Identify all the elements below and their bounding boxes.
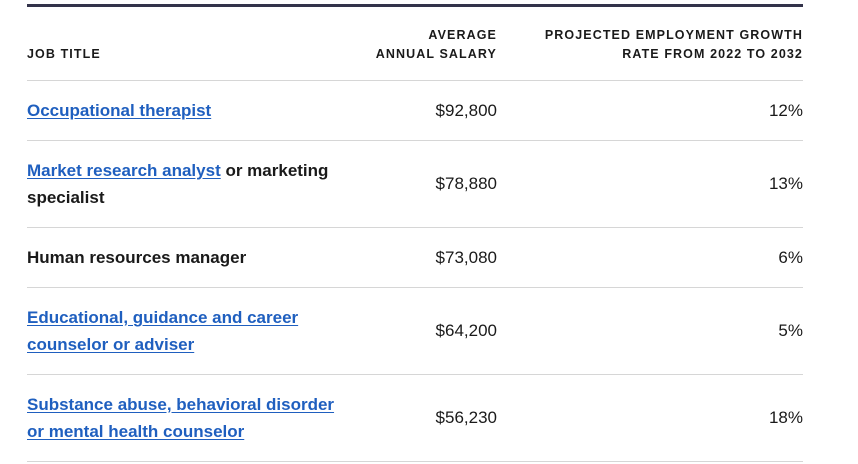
table-row: Substance abuse, behavioral disorder or … xyxy=(27,375,803,462)
table-header-row: JOB TITLE AVERAGE ANNUAL SALARY PROJECTE… xyxy=(27,7,803,81)
salary-cell: $64,200 xyxy=(435,321,497,340)
job-title-link[interactable]: Substance abuse, behavioral disorder or … xyxy=(27,395,335,441)
table-top-rule xyxy=(27,4,803,7)
salary-cell: $92,800 xyxy=(435,100,497,120)
job-title-text: Human resources manager xyxy=(27,248,247,267)
header-salary-line1: AVERAGE xyxy=(428,28,497,42)
growth-cell: 5% xyxy=(778,321,803,340)
salary-cell: $73,080 xyxy=(435,247,497,267)
table-row: Occupational therapist $92,800 12% xyxy=(27,81,803,141)
job-title-link[interactable]: Educational, guidance and career counsel… xyxy=(27,308,299,354)
header-growth-line2: RATE FROM 2022 TO 2032 xyxy=(622,47,803,61)
job-title-cell: Human resources manager xyxy=(27,244,357,271)
header-job-title: JOB TITLE xyxy=(27,47,101,61)
table-row: Human resources manager $73,080 6% xyxy=(27,228,803,288)
header-salary-line2: ANNUAL SALARY xyxy=(375,47,497,61)
growth-cell: 6% xyxy=(778,247,803,267)
job-title-cell: Occupational therapist xyxy=(27,97,357,124)
salary-cell: $78,880 xyxy=(435,174,497,193)
growth-cell: 18% xyxy=(768,408,803,427)
growth-cell: 13% xyxy=(768,174,803,193)
career-table: JOB TITLE AVERAGE ANNUAL SALARY PROJECTE… xyxy=(27,0,803,462)
header-growth-line1: PROJECTED EMPLOYMENT GROWTH xyxy=(544,28,803,42)
table-row: Educational, guidance and career counsel… xyxy=(27,288,803,375)
header-average-salary: AVERAGE ANNUAL SALARY xyxy=(357,26,497,80)
job-title-cell: Market research analyst or marketing spe… xyxy=(27,157,337,211)
growth-cell: 12% xyxy=(768,100,803,120)
job-title-cell: Educational, guidance and career counsel… xyxy=(27,304,317,358)
job-title-text: or marketing specialist xyxy=(27,161,329,207)
job-title-link[interactable]: Market research analyst xyxy=(27,161,221,180)
salary-cell: $56,230 xyxy=(435,408,497,427)
table-row: Market research analyst or marketing spe… xyxy=(27,141,803,228)
header-growth-rate: PROJECTED EMPLOYMENT GROWTH RATE FROM 20… xyxy=(497,26,803,80)
job-title-cell: Substance abuse, behavioral disorder or … xyxy=(27,391,337,445)
job-title-link[interactable]: Occupational therapist xyxy=(27,101,212,120)
